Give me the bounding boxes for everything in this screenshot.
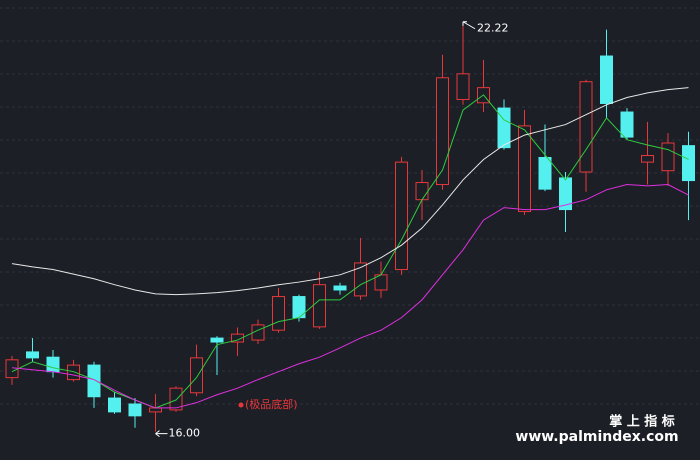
max-arrow bbox=[462, 21, 476, 30]
candle-body bbox=[538, 157, 552, 190]
indicator-line bbox=[11, 184, 689, 409]
candle-body bbox=[46, 356, 60, 373]
candle-body bbox=[169, 387, 183, 411]
candle-body bbox=[395, 161, 408, 271]
candle-body bbox=[128, 403, 142, 417]
candle-body bbox=[682, 145, 695, 182]
min-label: 16.00 bbox=[169, 427, 201, 440]
candle-body bbox=[87, 364, 101, 398]
max-label: 22.22 bbox=[477, 22, 509, 35]
candle-body bbox=[415, 182, 429, 201]
watermark-title: 掌 上 指 标 bbox=[609, 414, 675, 430]
candle-body bbox=[333, 285, 347, 291]
indicator-line bbox=[11, 94, 689, 409]
candle-body bbox=[436, 77, 449, 186]
candle-body bbox=[26, 351, 39, 359]
candle-body bbox=[456, 73, 470, 101]
candle-body bbox=[600, 55, 613, 104]
signal-label: (极品底部) bbox=[245, 397, 298, 411]
candle-body bbox=[5, 359, 19, 379]
candle-body bbox=[190, 357, 203, 394]
candle-body bbox=[231, 333, 244, 343]
candle-body bbox=[67, 364, 80, 381]
candle-body bbox=[661, 142, 675, 172]
candle-body bbox=[272, 296, 285, 331]
watermark-url: www.palmindex.com bbox=[515, 429, 678, 445]
candle-body bbox=[497, 107, 511, 149]
signal-dot bbox=[238, 402, 244, 408]
indicator-line bbox=[11, 87, 689, 296]
grid bbox=[0, 7, 700, 405]
candle-body bbox=[354, 262, 367, 297]
min-arrow bbox=[155, 430, 168, 438]
candle-body bbox=[518, 125, 531, 213]
candle-body bbox=[210, 337, 224, 343]
candle-body bbox=[149, 407, 162, 413]
candle-body bbox=[108, 397, 121, 413]
candle-body bbox=[641, 155, 654, 163]
candle-body bbox=[313, 284, 326, 328]
candle-body bbox=[620, 111, 634, 138]
candle-body bbox=[579, 81, 593, 173]
candle-body bbox=[559, 177, 572, 211]
